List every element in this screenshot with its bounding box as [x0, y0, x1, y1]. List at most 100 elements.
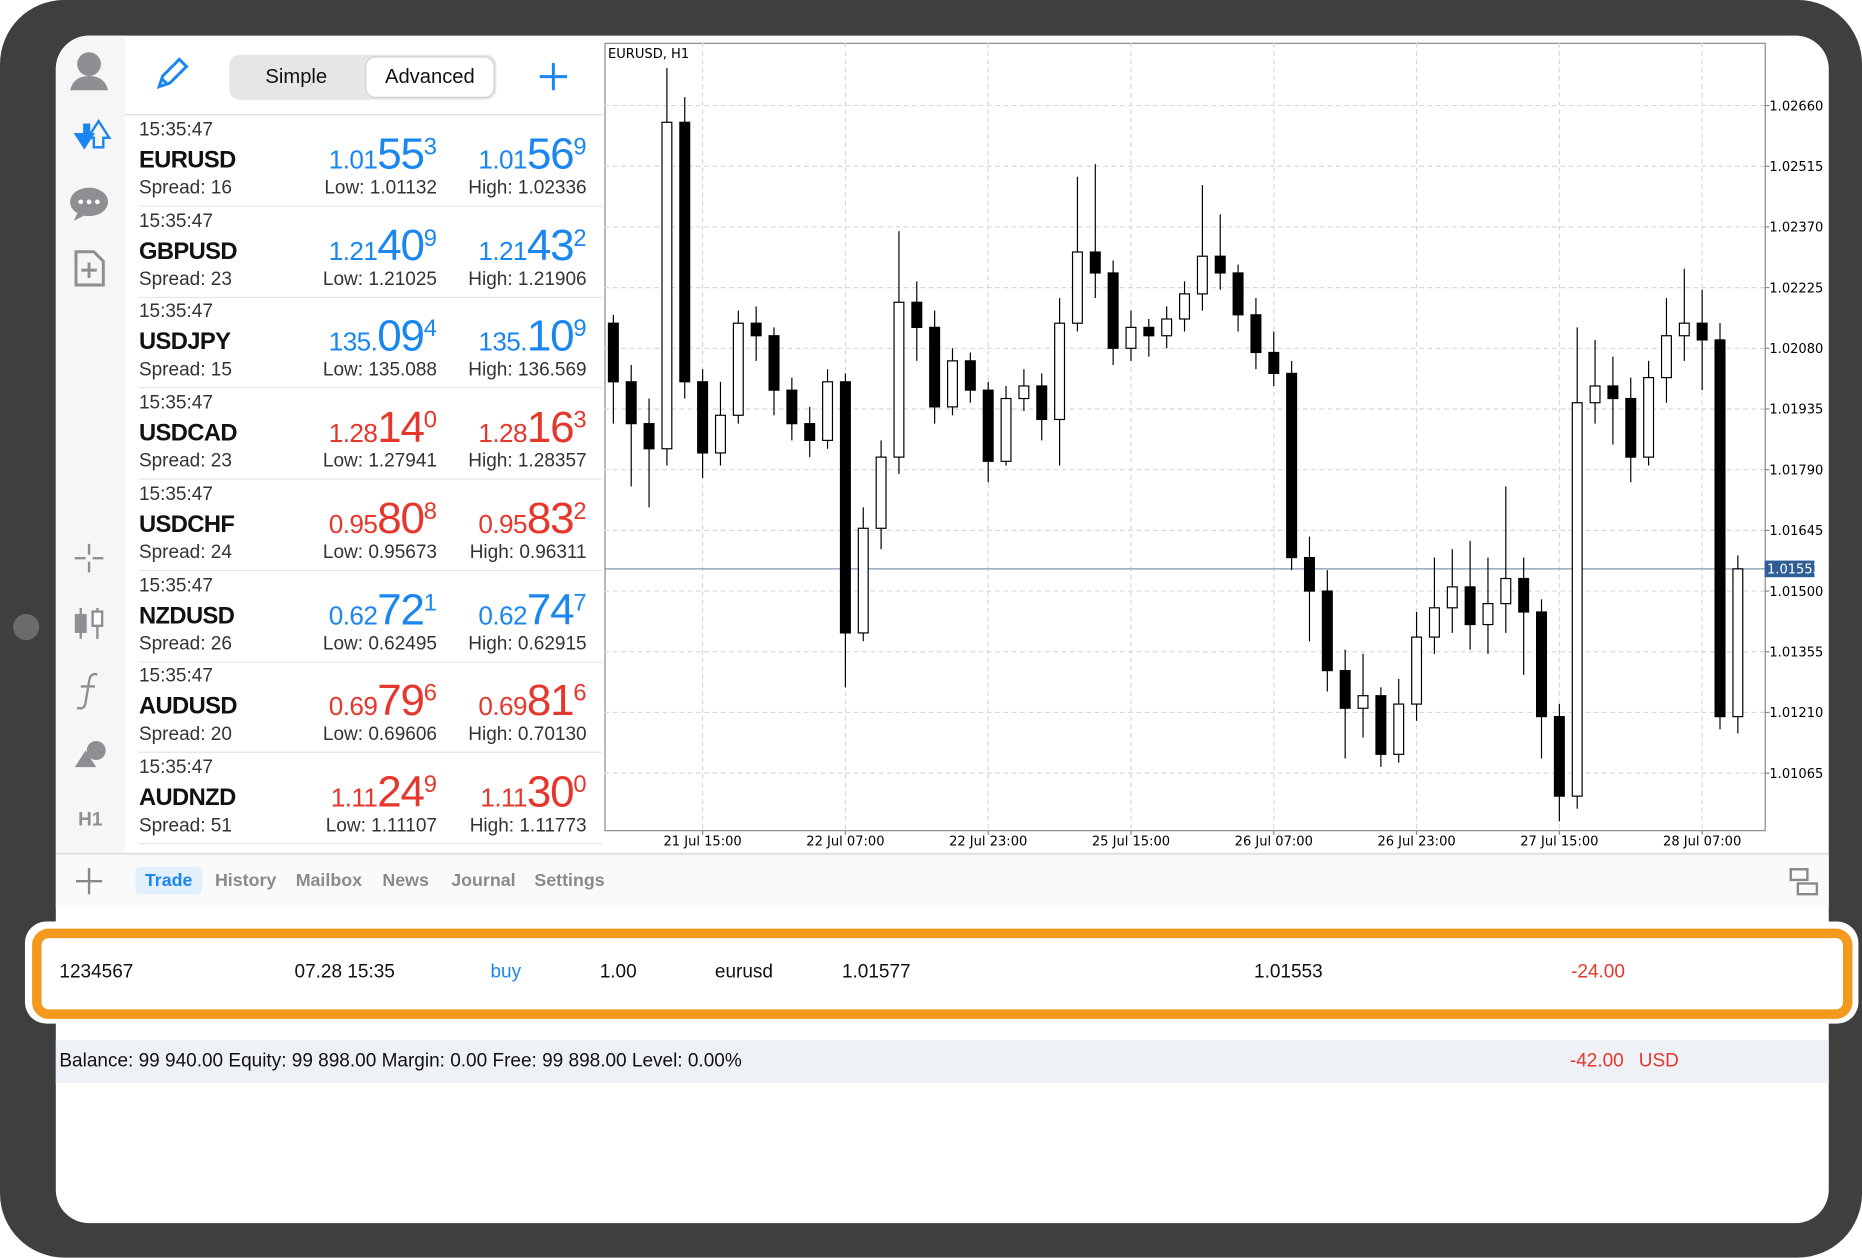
- quote-bid: 1.11249: [0, 768, 437, 816]
- tab[interactable]: Mailbox: [295, 870, 363, 891]
- quote-high: High: 1.02336: [468, 178, 587, 199]
- quote-ask: 135. 109: [0, 311, 587, 361]
- quote-low: Low: 0.95673: [322, 542, 437, 563]
- y-tick-label: 1.02370: [1769, 221, 1823, 236]
- x-tick-label: 26 Jul 07:00: [1235, 835, 1313, 850]
- price-head: 1.28: [328, 418, 378, 448]
- price-point: 3: [423, 134, 437, 161]
- price-point: 0: [573, 771, 587, 798]
- quote-high: High: 0.62915: [468, 633, 587, 654]
- quote-spread: Spread: 16: [138, 178, 232, 199]
- tab[interactable]: News: [382, 870, 429, 891]
- candle-body: [1482, 603, 1494, 626]
- price-point: 9: [573, 316, 587, 343]
- quote-low: Low: 135.088: [322, 360, 437, 381]
- candle-body: [1000, 397, 1012, 462]
- candle-body: [929, 326, 941, 408]
- candle-body: [1732, 568, 1744, 718]
- quote-low: Low: 1.01132: [324, 178, 437, 199]
- candle-body: [1250, 314, 1262, 354]
- add-symbol-button[interactable]: [539, 62, 568, 91]
- add-tab-button[interactable]: [76, 868, 103, 895]
- tab[interactable]: Trade: [135, 866, 202, 895]
- tab[interactable]: Settings: [534, 870, 605, 891]
- x-tick-label: 27 Jul 15:00: [1520, 835, 1598, 850]
- y-tick-label: 1.01645: [1769, 524, 1823, 539]
- header-icons: [156, 54, 568, 100]
- candle-body: [1196, 255, 1208, 295]
- quote-time: 15:35:47: [138, 666, 213, 687]
- price-point: 1: [423, 589, 437, 616]
- objects-icon[interactable]: [74, 741, 106, 768]
- quote-high: High: 1.11773: [469, 815, 587, 836]
- price-head: 1.28: [478, 418, 527, 448]
- candle-body: [857, 527, 869, 634]
- candle-body: [1339, 669, 1351, 709]
- quote-ask: 1.28163: [0, 403, 586, 452]
- price-big: 43: [526, 220, 575, 270]
- position-cell: 07.28 15:35: [294, 961, 395, 983]
- y-tick-label: 1.01935: [1769, 403, 1823, 418]
- candle-body: [1428, 607, 1440, 638]
- quote-time: 15:35:47: [138, 575, 213, 596]
- price-point: 0: [423, 407, 437, 434]
- function-icon[interactable]: [76, 672, 98, 710]
- tab[interactable]: History: [214, 870, 277, 891]
- current-price-box: [1764, 560, 1815, 578]
- account-icon[interactable]: [70, 52, 109, 91]
- candle-body: [697, 381, 709, 454]
- trade-icon[interactable]: [73, 118, 112, 150]
- price-big: 74: [526, 584, 575, 634]
- price-big: 10: [526, 311, 575, 361]
- price-point: 2: [573, 498, 587, 525]
- quote-bid: 0.95808: [0, 493, 437, 543]
- layout-button[interactable]: [1789, 868, 1819, 896]
- price-head: 1.01: [328, 144, 378, 175]
- edit-button[interactable]: [156, 57, 189, 90]
- quote-spread: Spread: 15: [138, 360, 232, 381]
- chart-title: EURUSD, H1: [608, 47, 689, 62]
- candle-body: [1107, 272, 1119, 349]
- price-head: 0.69: [328, 691, 378, 722]
- tab[interactable]: Journal: [451, 870, 516, 891]
- indicators-icon[interactable]: [74, 608, 104, 639]
- crosshair-icon[interactable]: [74, 543, 104, 573]
- candle-body: [893, 301, 905, 458]
- price-point: 2: [573, 225, 587, 252]
- y-tick-label: 1.02080: [1769, 342, 1823, 357]
- candle-body: [1696, 322, 1708, 341]
- price-big: 55: [377, 129, 425, 179]
- quote-ask: 1.11300: [0, 768, 587, 816]
- quote-symbol: USDCHF: [138, 511, 235, 538]
- quote-low: Low: 1.27941: [322, 451, 437, 472]
- price-point: 9: [423, 225, 437, 252]
- quote-high: High: 136.569: [468, 360, 587, 381]
- price-big: 14: [377, 402, 425, 452]
- mode-advanced[interactable]: Advanced: [384, 65, 475, 88]
- quote-time: 15:35:47: [138, 393, 213, 414]
- y-tick-label: 1.01790: [1769, 463, 1823, 478]
- quote-low: Low: 0.62495: [322, 633, 437, 654]
- y-tick-label: 1.02660: [1769, 99, 1823, 114]
- candle-body: [1571, 402, 1583, 797]
- y-tick-label: 1.01355: [1769, 646, 1823, 661]
- price-big: 80: [377, 493, 425, 543]
- chart-divider: [55, 852, 1829, 855]
- price-head: 135.: [328, 327, 378, 357]
- new-order-icon[interactable]: [74, 250, 105, 287]
- timeframe[interactable]: H1: [78, 809, 103, 831]
- position-cell: 1.01553: [1254, 961, 1323, 983]
- quote-divider: [138, 569, 603, 571]
- candle-body: [1018, 385, 1030, 400]
- candle-body: [1625, 397, 1637, 458]
- candle-body: [750, 322, 762, 337]
- price-head: 0.95: [478, 509, 527, 539]
- quote-time: 15:35:47: [138, 484, 213, 505]
- candle-body: [804, 423, 816, 441]
- chat-icon[interactable]: [70, 187, 109, 221]
- y-tick-label: 1.02225: [1769, 281, 1823, 296]
- mode-simple[interactable]: Simple: [265, 65, 328, 88]
- price-head: 0.69: [478, 691, 527, 722]
- quote-bid: 1.01553: [0, 129, 437, 179]
- position-cell: -24.00: [1571, 961, 1625, 983]
